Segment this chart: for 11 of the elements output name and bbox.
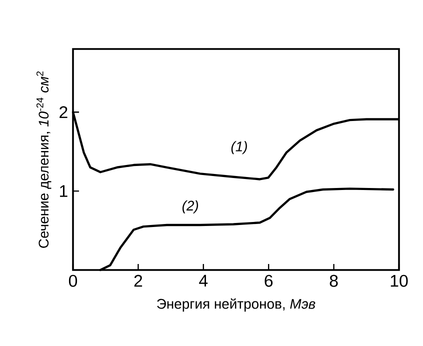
x-tick-label: 2 bbox=[134, 274, 142, 287]
x-tick-label: 10 bbox=[390, 274, 408, 287]
x-tick-label: 8 bbox=[330, 274, 338, 287]
y-tick-label: 1 bbox=[60, 185, 68, 197]
x-tick-label: 6 bbox=[264, 274, 273, 287]
x-axis-title: Энергия нейтронов, Мэв bbox=[157, 298, 316, 312]
series-label: (1) bbox=[231, 141, 247, 154]
x-tick-label: 0 bbox=[68, 274, 78, 287]
series-label: (2) bbox=[182, 200, 198, 214]
x-tick-label: 4 bbox=[199, 274, 208, 286]
y-axis-title: Сечение деления, 10$^{-24}$ см$^{2}$ bbox=[36, 71, 52, 248]
